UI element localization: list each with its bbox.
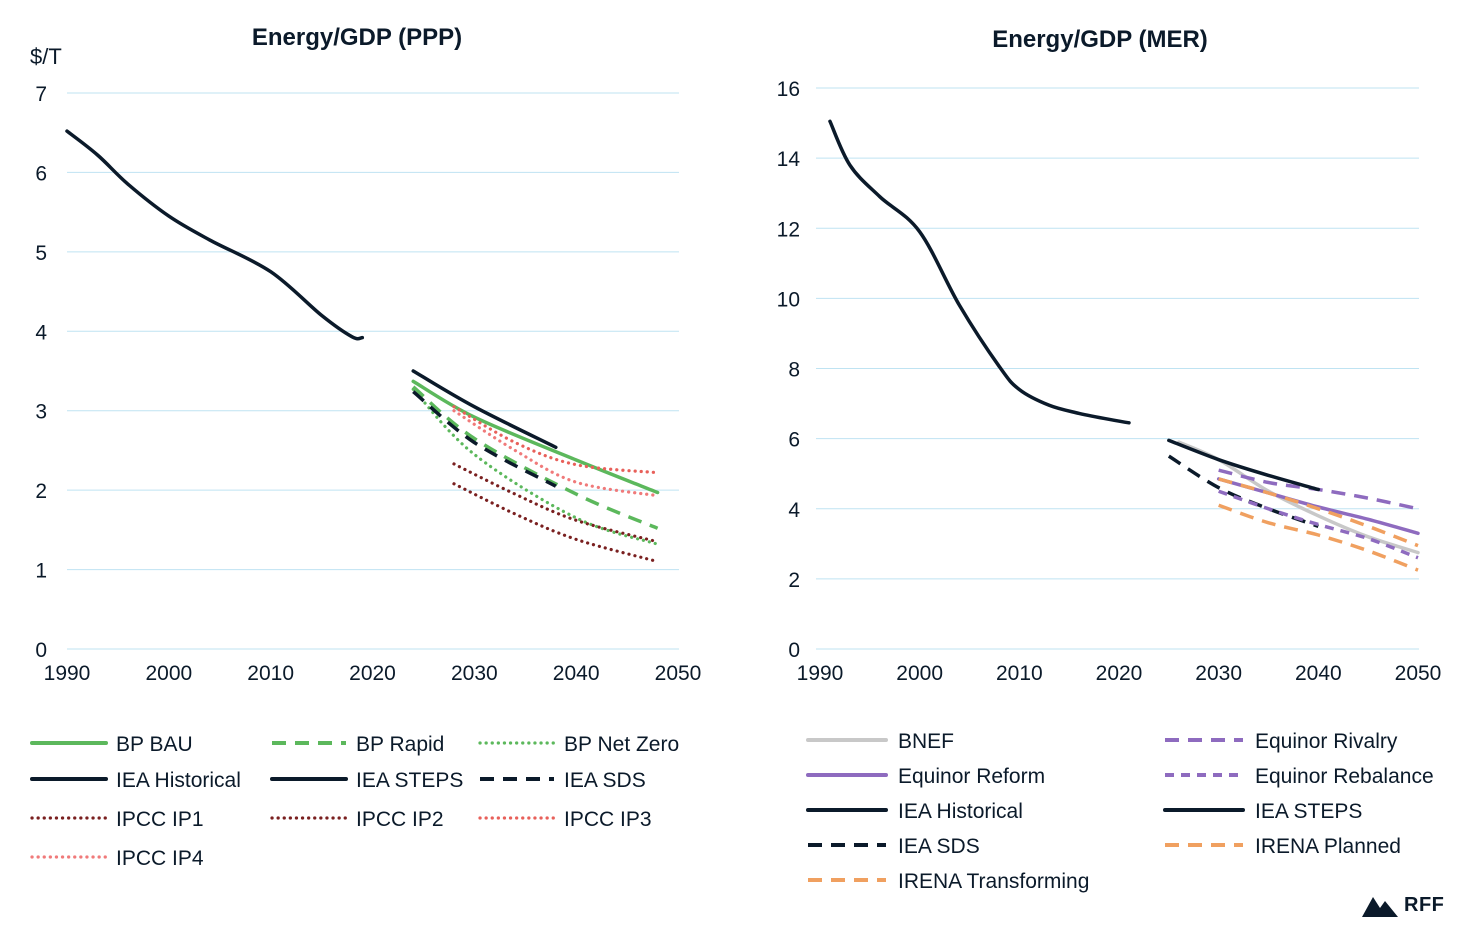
x-tick-label: 2000 bbox=[896, 662, 943, 685]
logo-text: RFF bbox=[1404, 893, 1445, 916]
series-line-irena-transforming bbox=[1218, 503, 1419, 572]
legend-item-bp-bau: BP BAU bbox=[30, 733, 193, 756]
legend-item-ipcc-ip4: IPCC IP4 bbox=[30, 847, 204, 870]
legend-item-iea-steps: IEA STEPS bbox=[1163, 800, 1362, 823]
series-line-iea-historical bbox=[828, 119, 1131, 425]
legend-item-equinor-reform: Equinor Reform bbox=[806, 765, 1045, 788]
y-tick-label: 8 bbox=[788, 359, 800, 382]
y-tick-label: 12 bbox=[777, 218, 800, 241]
x-tick-label: 2000 bbox=[145, 662, 192, 685]
legend-label: IEA Historical bbox=[898, 800, 1023, 823]
series-line-bp-rapid bbox=[412, 385, 659, 530]
rff-logo: RFF bbox=[1362, 893, 1444, 917]
legend-item-iea-sds: IEA SDS bbox=[808, 835, 980, 858]
y-tick-label: 16 bbox=[777, 78, 800, 101]
series-line-ipcc-ip3 bbox=[452, 405, 660, 475]
x-tick-label: 2010 bbox=[247, 662, 294, 685]
legend-item-irena-transforming: IRENA Transforming bbox=[808, 870, 1089, 893]
legend-item-ipcc-ip2: IPCC IP2 bbox=[270, 808, 444, 831]
legend-label: IEA Historical bbox=[116, 769, 241, 792]
series-line-ipcc-ip2 bbox=[452, 462, 660, 544]
series-line-ipcc-ip4 bbox=[452, 409, 660, 498]
legend-item-equinor-rebalance: Equinor Rebalance bbox=[1165, 765, 1434, 788]
x-tick-label: 2020 bbox=[1096, 662, 1143, 685]
legend-label: Equinor Reform bbox=[898, 765, 1045, 788]
legend-item-equinor-rivalry: Equinor Rivalry bbox=[1165, 730, 1398, 753]
legend-item-iea-historical: IEA Historical bbox=[806, 800, 1023, 823]
legend-label: BP Rapid bbox=[356, 733, 444, 756]
legend-item-ipcc-ip3: IPCC IP3 bbox=[478, 808, 652, 831]
x-tick-label: 2050 bbox=[1395, 662, 1442, 685]
legend-label: IPCC IP4 bbox=[116, 847, 204, 870]
y-tick-label: 6 bbox=[35, 162, 47, 185]
series-line-iea-historical bbox=[65, 129, 365, 341]
y-tick-label: 2 bbox=[788, 569, 800, 592]
legend-item-bp-rapid: BP Rapid bbox=[272, 733, 444, 756]
legend-item-iea-historical: IEA Historical bbox=[30, 769, 241, 792]
chart-title: Energy/GDP (PPP) bbox=[252, 24, 462, 51]
chart-energy-gdp-ppp: Energy/GDP (PPP) $/T 0 1 2 3 4 5 6 7 1990 2000 20… bbox=[30, 24, 701, 870]
legend-label: IPCC IP3 bbox=[564, 808, 652, 831]
series-line-iea-steps bbox=[411, 369, 558, 450]
series-line-ipcc-ip1 bbox=[452, 482, 660, 564]
legend-label: IRENA Planned bbox=[1255, 835, 1401, 858]
y-tick-label: 2 bbox=[35, 480, 47, 503]
x-tick-label: 2040 bbox=[553, 662, 600, 685]
y-tick-label: 4 bbox=[35, 321, 47, 344]
x-tick-label: 1990 bbox=[797, 662, 844, 685]
y-tick-label: 10 bbox=[777, 288, 800, 311]
legend-item-iea-steps: IEA STEPS bbox=[270, 769, 463, 792]
legend-label: Equinor Rebalance bbox=[1255, 765, 1434, 788]
series-line-iea-steps bbox=[1167, 438, 1321, 492]
y-tick-label: 0 bbox=[788, 639, 800, 662]
chart-title: Energy/GDP (MER) bbox=[992, 26, 1208, 53]
legend-label: BP Net Zero bbox=[564, 733, 679, 756]
y-tick-label: 5 bbox=[35, 242, 47, 265]
legend-item-iea-sds: IEA SDS bbox=[480, 769, 646, 792]
x-tick-label: 2020 bbox=[349, 662, 396, 685]
x-tick-label: 2050 bbox=[655, 662, 702, 685]
legend-item-irena-planned: IRENA Planned bbox=[1165, 835, 1401, 858]
legend-label: BNEF bbox=[898, 730, 954, 753]
legend-item-bp-net-zero: BP Net Zero bbox=[478, 733, 679, 756]
y-axis-label: $/T bbox=[30, 44, 62, 69]
y-tick-label: 7 bbox=[35, 83, 47, 106]
legend-label: IPCC IP2 bbox=[356, 808, 444, 831]
x-tick-label: 2040 bbox=[1295, 662, 1342, 685]
mountain-icon bbox=[1362, 897, 1398, 917]
x-tick-label: 2010 bbox=[996, 662, 1043, 685]
legend-label: IEA SDS bbox=[564, 769, 646, 792]
y-tick-label: 4 bbox=[788, 499, 800, 522]
legend-label: IEA STEPS bbox=[1255, 800, 1362, 823]
legend-label: IEA SDS bbox=[898, 835, 980, 858]
series-line-equinor-rebalance bbox=[1218, 489, 1419, 560]
y-tick-label: 14 bbox=[777, 148, 801, 171]
chart-energy-gdp-mer: Energy/GDP (MER) 0 2 4 6 8 10 12 14 16 1990 2000 2… bbox=[777, 26, 1442, 893]
y-tick-label: 3 bbox=[35, 401, 47, 424]
y-tick-label: 0 bbox=[35, 639, 47, 662]
series-line-bp-bau bbox=[411, 379, 660, 495]
series-line-iea-sds bbox=[412, 390, 557, 488]
series-line-irena-planned bbox=[1218, 477, 1419, 548]
legend-label: Equinor Rivalry bbox=[1255, 730, 1398, 753]
legend-item-ipcc-ip1: IPCC IP1 bbox=[30, 808, 204, 831]
x-tick-label: 2030 bbox=[1195, 662, 1242, 685]
series-line-bp-net-zero bbox=[411, 387, 660, 546]
legend-label: IPCC IP1 bbox=[116, 808, 204, 831]
x-tick-label: 1990 bbox=[44, 662, 91, 685]
x-tick-label: 2030 bbox=[451, 662, 498, 685]
legend-label: IEA STEPS bbox=[356, 769, 463, 792]
legend-label: BP BAU bbox=[116, 733, 193, 756]
y-tick-label: 1 bbox=[35, 560, 47, 583]
y-tick-label: 6 bbox=[788, 429, 800, 452]
legend-item-bnef: BNEF bbox=[806, 730, 954, 753]
legend-label: IRENA Transforming bbox=[898, 870, 1089, 893]
